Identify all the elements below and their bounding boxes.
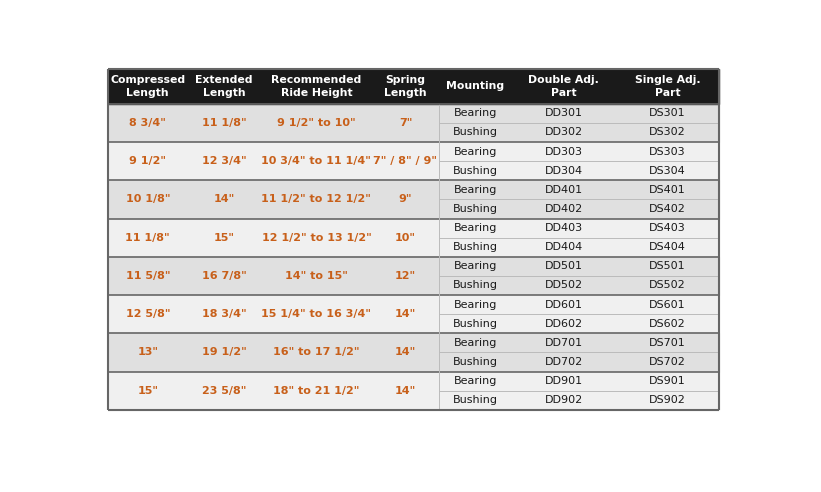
Text: 16 7/8": 16 7/8" <box>202 271 246 281</box>
Text: Double Adj.
Part: Double Adj. Part <box>528 75 599 97</box>
Text: 7" / 8" / 9": 7" / 8" / 9" <box>374 156 438 166</box>
Text: 15": 15" <box>137 386 158 396</box>
Text: Spring
Length: Spring Length <box>384 75 427 97</box>
Text: 15 1/4" to 16 3/4": 15 1/4" to 16 3/4" <box>261 309 371 319</box>
Text: Single Adj.
Part: Single Adj. Part <box>635 75 700 97</box>
Text: 12 1/2" to 13 1/2": 12 1/2" to 13 1/2" <box>262 233 371 243</box>
Text: 18 3/4": 18 3/4" <box>202 309 246 319</box>
Text: 9 1/2" to 10": 9 1/2" to 10" <box>277 118 355 128</box>
Text: 14": 14" <box>213 194 235 204</box>
Text: DS402: DS402 <box>649 204 686 214</box>
Text: 14": 14" <box>395 309 416 319</box>
Text: 10 1/8": 10 1/8" <box>126 194 170 204</box>
Text: 14": 14" <box>395 386 416 396</box>
Text: DD902: DD902 <box>544 395 583 405</box>
Text: 12 3/4": 12 3/4" <box>202 156 246 166</box>
Text: DD303: DD303 <box>544 147 583 156</box>
Bar <box>108 218 719 257</box>
Text: 14" to 15": 14" to 15" <box>285 271 348 281</box>
Text: Bearing: Bearing <box>453 185 497 195</box>
Bar <box>108 104 719 142</box>
Text: 13": 13" <box>137 347 158 358</box>
Bar <box>108 180 719 218</box>
Text: 14": 14" <box>395 347 416 358</box>
Text: DS302: DS302 <box>649 127 686 137</box>
Text: DS701: DS701 <box>649 338 686 348</box>
Text: DD404: DD404 <box>544 242 583 252</box>
Text: Bushing: Bushing <box>452 204 498 214</box>
Text: 23 5/8": 23 5/8" <box>202 386 246 396</box>
Text: Extended
Length: Extended Length <box>195 75 253 97</box>
Text: 15": 15" <box>213 233 235 243</box>
Text: DS404: DS404 <box>649 242 686 252</box>
Text: Bushing: Bushing <box>452 166 498 176</box>
Text: DD304: DD304 <box>544 166 583 176</box>
Text: Bearing: Bearing <box>453 300 497 309</box>
Text: 12": 12" <box>395 271 416 281</box>
Text: 11 5/8": 11 5/8" <box>126 271 170 281</box>
Text: 9 1/2": 9 1/2" <box>129 156 167 166</box>
Text: DD701: DD701 <box>544 338 583 348</box>
Text: DS304: DS304 <box>649 166 686 176</box>
Text: 8 3/4": 8 3/4" <box>130 118 166 128</box>
Text: Bushing: Bushing <box>452 319 498 329</box>
Text: Bushing: Bushing <box>452 357 498 367</box>
Text: Bearing: Bearing <box>453 108 497 118</box>
Text: DS301: DS301 <box>649 108 686 118</box>
Text: DS601: DS601 <box>649 300 686 309</box>
Text: Bearing: Bearing <box>453 147 497 156</box>
Text: 10": 10" <box>395 233 416 243</box>
Text: 12 5/8": 12 5/8" <box>126 309 170 319</box>
Text: DS602: DS602 <box>649 319 686 329</box>
Text: 9": 9" <box>399 194 412 204</box>
Text: Bearing: Bearing <box>453 223 497 233</box>
Text: Recommended
Ride Height: Recommended Ride Height <box>271 75 361 97</box>
Bar <box>108 333 719 371</box>
Text: Bushing: Bushing <box>452 242 498 252</box>
Text: DD602: DD602 <box>544 319 583 329</box>
Text: 11 1/8": 11 1/8" <box>126 233 170 243</box>
Text: DS303: DS303 <box>649 147 686 156</box>
Text: DD901: DD901 <box>544 376 583 386</box>
Text: Bearing: Bearing <box>453 261 497 272</box>
Bar <box>108 295 719 333</box>
Text: 16" to 17 1/2": 16" to 17 1/2" <box>273 347 360 358</box>
Text: Bearing: Bearing <box>453 376 497 386</box>
Bar <box>108 142 719 180</box>
Text: 7": 7" <box>399 118 412 128</box>
Text: Compressed
Length: Compressed Length <box>110 75 186 97</box>
Text: DS403: DS403 <box>649 223 686 233</box>
Text: 11 1/8": 11 1/8" <box>202 118 246 128</box>
Text: DS702: DS702 <box>649 357 686 367</box>
Text: DS502: DS502 <box>649 280 686 290</box>
Text: Bushing: Bushing <box>452 395 498 405</box>
Bar <box>108 68 719 104</box>
Text: Bushing: Bushing <box>452 280 498 290</box>
Text: DS401: DS401 <box>649 185 686 195</box>
Text: DD601: DD601 <box>544 300 583 309</box>
Text: DS501: DS501 <box>649 261 686 272</box>
Text: Bearing: Bearing <box>453 338 497 348</box>
Text: DD702: DD702 <box>544 357 583 367</box>
Bar <box>108 257 719 295</box>
Text: DD403: DD403 <box>544 223 583 233</box>
Text: DD502: DD502 <box>544 280 583 290</box>
Text: 18" to 21 1/2": 18" to 21 1/2" <box>273 386 360 396</box>
Text: 10 3/4" to 11 1/4": 10 3/4" to 11 1/4" <box>261 156 371 166</box>
Text: DS901: DS901 <box>649 376 686 386</box>
Text: DD302: DD302 <box>544 127 583 137</box>
Text: DD501: DD501 <box>544 261 583 272</box>
Text: Bushing: Bushing <box>452 127 498 137</box>
Text: 19 1/2": 19 1/2" <box>202 347 246 358</box>
Bar <box>108 371 719 410</box>
Text: Mounting: Mounting <box>446 81 504 91</box>
Text: DD401: DD401 <box>544 185 583 195</box>
Text: 11 1/2" to 12 1/2": 11 1/2" to 12 1/2" <box>261 194 371 204</box>
Text: DS902: DS902 <box>649 395 686 405</box>
Text: DD301: DD301 <box>544 108 583 118</box>
Text: DD402: DD402 <box>544 204 583 214</box>
